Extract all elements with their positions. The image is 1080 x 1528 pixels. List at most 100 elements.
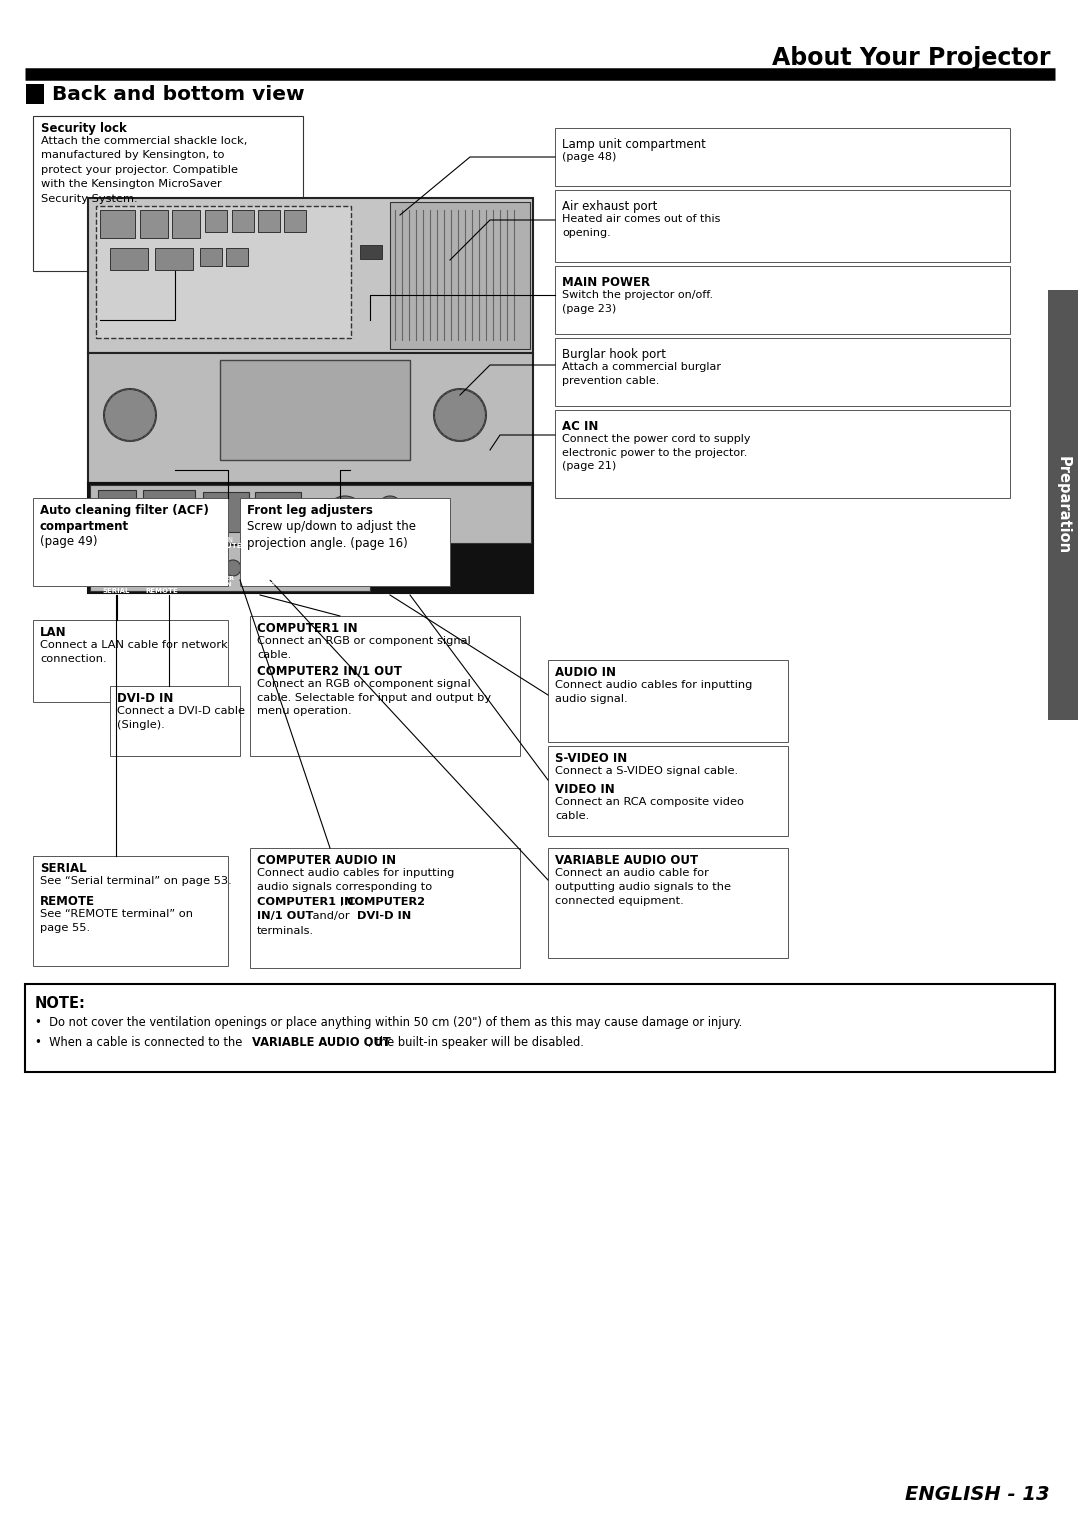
Bar <box>555 189 1010 261</box>
Text: See “Serial terminal” on page 53.: See “Serial terminal” on page 53. <box>40 876 232 886</box>
Text: COMPUTER2: COMPUTER2 <box>346 897 426 908</box>
Text: •  When a cable is connected to the: • When a cable is connected to the <box>35 1036 246 1050</box>
Bar <box>548 660 788 743</box>
Text: S-VIDEO IN: S-VIDEO IN <box>325 538 363 542</box>
Bar <box>205 209 227 232</box>
Text: COMPUTER: COMPUTER <box>204 542 248 549</box>
Text: VIDEO IN: VIDEO IN <box>379 545 410 550</box>
Text: See “REMOTE terminal” on
page 55.: See “REMOTE terminal” on page 55. <box>40 909 193 934</box>
Bar <box>555 266 1010 335</box>
Text: S-VIDEO IN: S-VIDEO IN <box>555 752 627 766</box>
Text: LAN: LAN <box>109 536 125 542</box>
Text: Heated air comes out of this
opening.: Heated air comes out of this opening. <box>562 214 720 237</box>
Circle shape <box>104 390 156 442</box>
Text: Front leg adjusters: Front leg adjusters <box>247 504 373 516</box>
Bar <box>156 248 193 270</box>
Text: Switch the projector on/off.
(page 23): Switch the projector on/off. (page 23) <box>562 290 713 313</box>
Text: (page 48): (page 48) <box>562 151 617 162</box>
Text: COMPUTER: COMPUTER <box>195 576 234 581</box>
Text: Security lock: Security lock <box>41 122 126 134</box>
Text: SERIAL: SERIAL <box>40 862 86 876</box>
Text: MAIN POWER: MAIN POWER <box>562 277 650 289</box>
Bar <box>87 199 534 353</box>
Text: COMPUTER1 IN: COMPUTER1 IN <box>257 622 357 636</box>
Text: COMPUTER AUDIO IN: COMPUTER AUDIO IN <box>257 854 396 866</box>
Bar <box>200 248 222 266</box>
Bar <box>98 490 136 533</box>
Text: SERIAL: SERIAL <box>103 588 130 594</box>
Text: ,: , <box>340 897 348 908</box>
Bar <box>172 209 200 238</box>
Text: VARIABLE: VARIABLE <box>247 576 282 581</box>
Text: AUDIO IN: AUDIO IN <box>555 666 616 678</box>
Text: Connect an RGB or component signal
cable.: Connect an RGB or component signal cable… <box>257 636 471 660</box>
Text: VARIABLE AUDIO OUT: VARIABLE AUDIO OUT <box>555 854 698 866</box>
Text: About Your Projector: About Your Projector <box>771 46 1050 70</box>
Text: Attach a commercial burglar
prevention cable.: Attach a commercial burglar prevention c… <box>562 362 721 385</box>
Text: REMOTE: REMOTE <box>40 895 95 908</box>
Circle shape <box>378 516 402 539</box>
Bar <box>203 492 249 532</box>
Bar <box>240 498 450 587</box>
Circle shape <box>401 510 429 538</box>
Circle shape <box>325 497 365 536</box>
Bar <box>360 244 382 260</box>
Bar <box>140 209 168 238</box>
Bar <box>249 848 519 969</box>
Text: (page 49): (page 49) <box>40 535 97 549</box>
Text: DVI-D IN: DVI-D IN <box>357 911 411 921</box>
Text: REMOTE: REMOTE <box>146 588 178 594</box>
Text: Preparation: Preparation <box>1055 455 1070 555</box>
Text: Auto cleaning filter (ACF)
compartment: Auto cleaning filter (ACF) compartment <box>40 504 208 533</box>
Bar <box>232 209 254 232</box>
Text: Connect the power cord to supply
electronic power to the projector.
(page 21): Connect the power cord to supply electro… <box>562 434 751 471</box>
Bar <box>25 984 1055 1073</box>
Bar <box>284 209 306 232</box>
Text: AUDIO IN: AUDIO IN <box>199 582 231 587</box>
Text: Connect an audio cable for
outputting audio signals to the
connected equipment.: Connect an audio cable for outputting au… <box>555 868 731 906</box>
Text: AUDIO IN: AUDIO IN <box>379 538 411 542</box>
Bar <box>87 483 534 593</box>
Text: NOTE:: NOTE: <box>35 996 86 1012</box>
Circle shape <box>207 559 222 576</box>
Bar <box>96 206 351 338</box>
Circle shape <box>225 559 241 576</box>
Bar <box>220 361 410 460</box>
Text: Connect audio cables for inputting
audio signal.: Connect audio cables for inputting audio… <box>555 680 753 704</box>
Bar <box>548 848 788 958</box>
Bar <box>90 545 370 591</box>
Text: AUDIO OUT: AUDIO OUT <box>245 582 285 587</box>
Bar <box>110 686 240 756</box>
Text: Connect a LAN cable for network
connection.: Connect a LAN cable for network connecti… <box>40 640 228 665</box>
Text: AC IN: AC IN <box>562 420 598 432</box>
Text: Attach the commercial shackle lock,
manufactured by Kensington, to
protect your : Attach the commercial shackle lock, manu… <box>41 136 247 203</box>
Bar <box>90 484 531 542</box>
Circle shape <box>243 559 259 576</box>
Bar <box>555 410 1010 498</box>
Text: •  Do not cover the ventilation openings or place anything within 50 cm (20") of: • Do not cover the ventilation openings … <box>35 1016 742 1028</box>
Text: Connect a DVI-D cable
(Single).: Connect a DVI-D cable (Single). <box>117 706 245 730</box>
Text: Air exhaust port: Air exhaust port <box>562 200 658 212</box>
Bar <box>555 128 1010 186</box>
Text: COMPUTER2 IN/1 OUT: COMPUTER2 IN/1 OUT <box>257 665 402 678</box>
Text: VIDEO IN: VIDEO IN <box>555 782 615 796</box>
Bar <box>33 856 228 966</box>
Text: Connect a S-VIDEO signal cable.: Connect a S-VIDEO signal cable. <box>555 766 738 776</box>
Bar <box>1048 290 1078 720</box>
Circle shape <box>434 390 486 442</box>
Text: IN/1 OUT: IN/1 OUT <box>257 911 313 921</box>
Bar <box>390 202 530 348</box>
Bar <box>33 620 228 701</box>
Text: and/or: and/or <box>309 911 353 921</box>
Bar <box>26 84 44 104</box>
Text: DVI-D IN: DVI-D IN <box>117 692 174 704</box>
Bar <box>226 248 248 266</box>
Text: Lamp unit compartment: Lamp unit compartment <box>562 138 706 151</box>
Text: Burglar hook port: Burglar hook port <box>562 348 666 361</box>
Bar <box>141 550 183 585</box>
Text: , the built-in speaker will be disabled.: , the built-in speaker will be disabled. <box>368 1036 584 1050</box>
Bar <box>100 209 135 238</box>
Text: DVI-D IN: DVI-D IN <box>152 536 186 542</box>
Text: Back and bottom view: Back and bottom view <box>52 84 305 104</box>
Text: ENGLISH - 13: ENGLISH - 13 <box>905 1485 1050 1505</box>
